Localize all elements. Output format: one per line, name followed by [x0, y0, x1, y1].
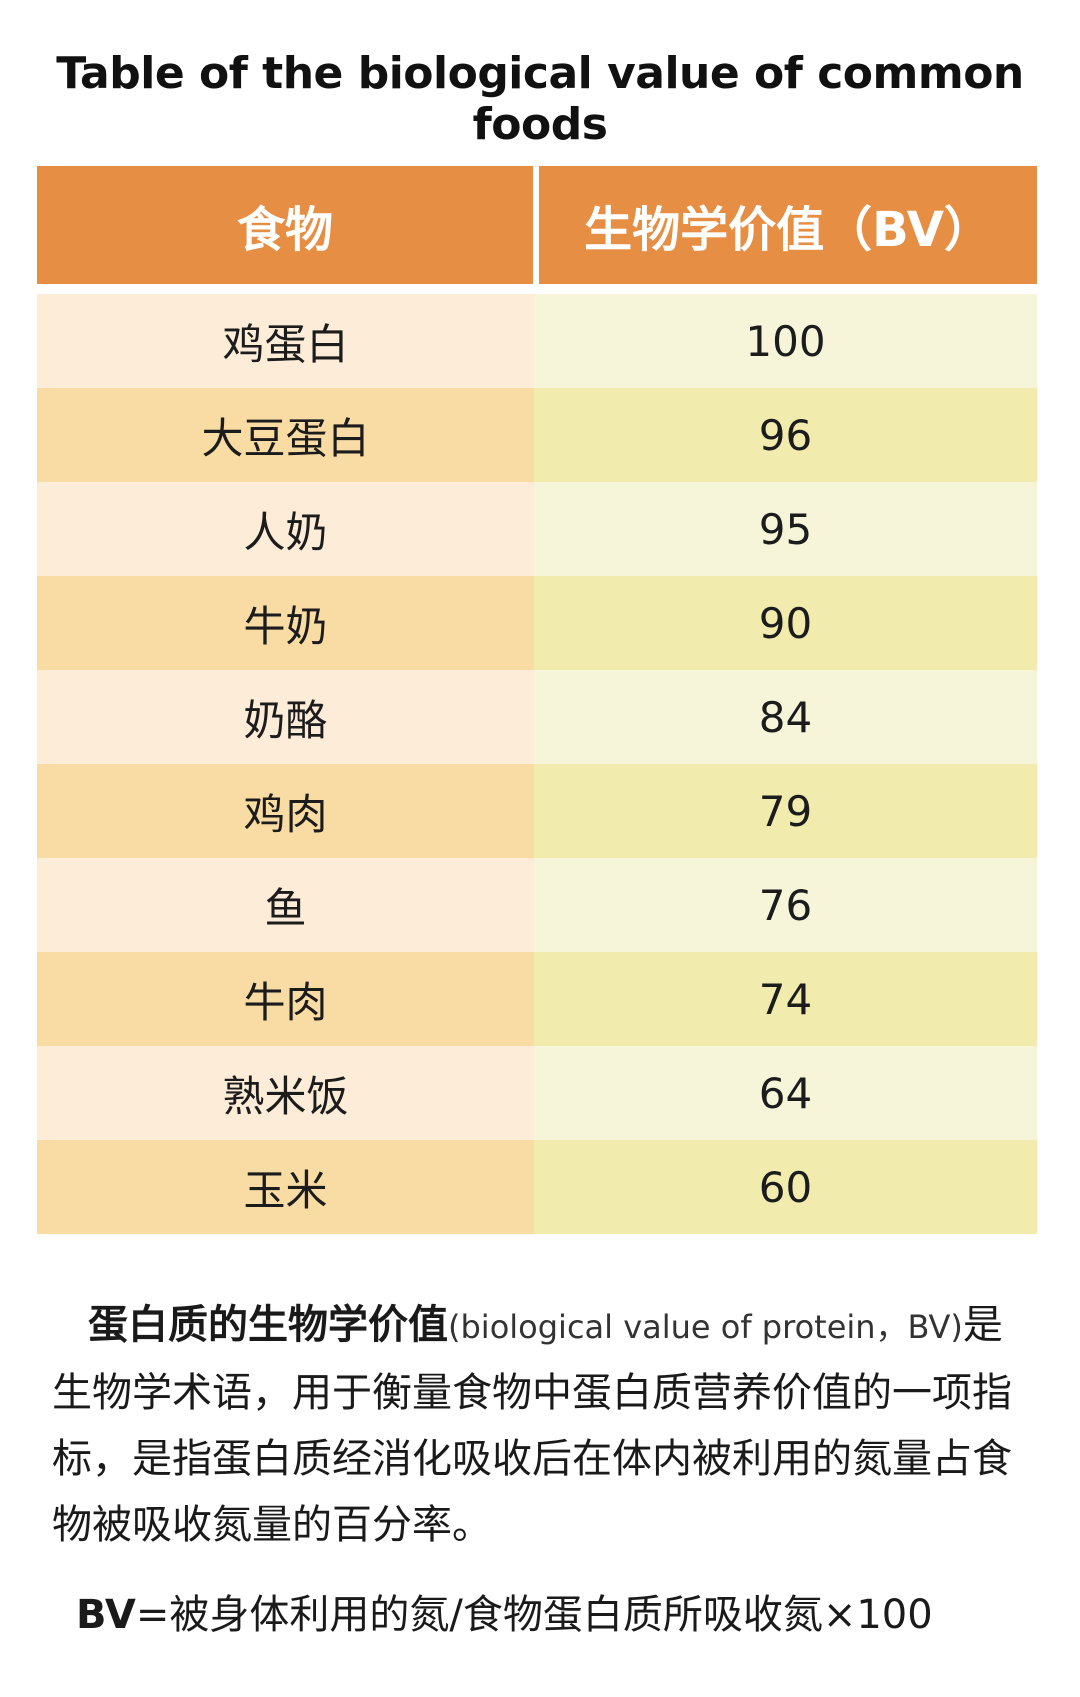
header-bv: 生物学价值（BV）	[584, 202, 992, 258]
table-row: 人奶 95	[37, 482, 1037, 576]
cell-food: 人奶	[37, 482, 534, 576]
table-row: 熟米饭 64	[37, 1046, 1037, 1140]
formula-label: BV	[76, 1592, 136, 1638]
table-row: 玉米 60	[37, 1140, 1037, 1234]
cell-food: 鸡肉	[37, 764, 534, 858]
cell-food: 奶酪	[37, 670, 534, 764]
definition-paragraph: 蛋白质的生物学价值(biological value of protein，BV…	[52, 1292, 1042, 1558]
bv-formula: BV=被身体利用的氮/食物蛋白质所吸收氮×100	[76, 1582, 1056, 1640]
cell-bv: 64	[534, 1046, 1037, 1140]
cell-bv: 100	[534, 294, 1037, 388]
table-row: 鸡蛋白 100	[37, 294, 1037, 388]
cell-food: 鱼	[37, 858, 534, 952]
cell-bv: 60	[534, 1140, 1037, 1234]
header-food: 食物	[37, 166, 539, 284]
cell-food: 大豆蛋白	[37, 388, 534, 482]
table-row: 牛奶 90	[37, 576, 1037, 670]
cell-bv: 84	[534, 670, 1037, 764]
table-row: 鱼 76	[37, 858, 1037, 952]
table-row: 鸡肉 79	[37, 764, 1037, 858]
table-row: 奶酪 84	[37, 670, 1037, 764]
cell-bv: 76	[534, 858, 1037, 952]
page-title: Table of the biological value of common …	[56, 48, 1024, 150]
table-header: 食物 生物学价值（BV）	[37, 166, 1037, 284]
bv-table: 食物 生物学价值（BV） 鸡蛋白 100 大豆蛋白 96 人奶 95 牛奶 90…	[37, 166, 1037, 1234]
definition-term: 蛋白质的生物学价值	[88, 1302, 448, 1348]
cell-bv: 95	[534, 482, 1037, 576]
cell-food: 熟米饭	[37, 1046, 534, 1140]
cell-food: 牛肉	[37, 952, 534, 1046]
cell-bv: 79	[534, 764, 1037, 858]
formula-expression: =被身体利用的氮/食物蛋白质所吸收氮×100	[135, 1592, 933, 1638]
definition-term-english: (biological value of protein，BV)	[448, 1308, 963, 1346]
table-row: 牛肉 74	[37, 952, 1037, 1046]
definition-body: 是生物学术语，用于衡量食物中蛋白质营养价值的一项指标，是指蛋白质经消化吸收后在体…	[52, 1302, 1012, 1548]
cell-bv: 74	[534, 952, 1037, 1046]
cell-food: 牛奶	[37, 576, 534, 670]
cell-food: 玉米	[37, 1140, 534, 1234]
table-row: 大豆蛋白 96	[37, 388, 1037, 482]
cell-bv: 90	[534, 576, 1037, 670]
cell-bv: 96	[534, 388, 1037, 482]
cell-food: 鸡蛋白	[37, 294, 534, 388]
